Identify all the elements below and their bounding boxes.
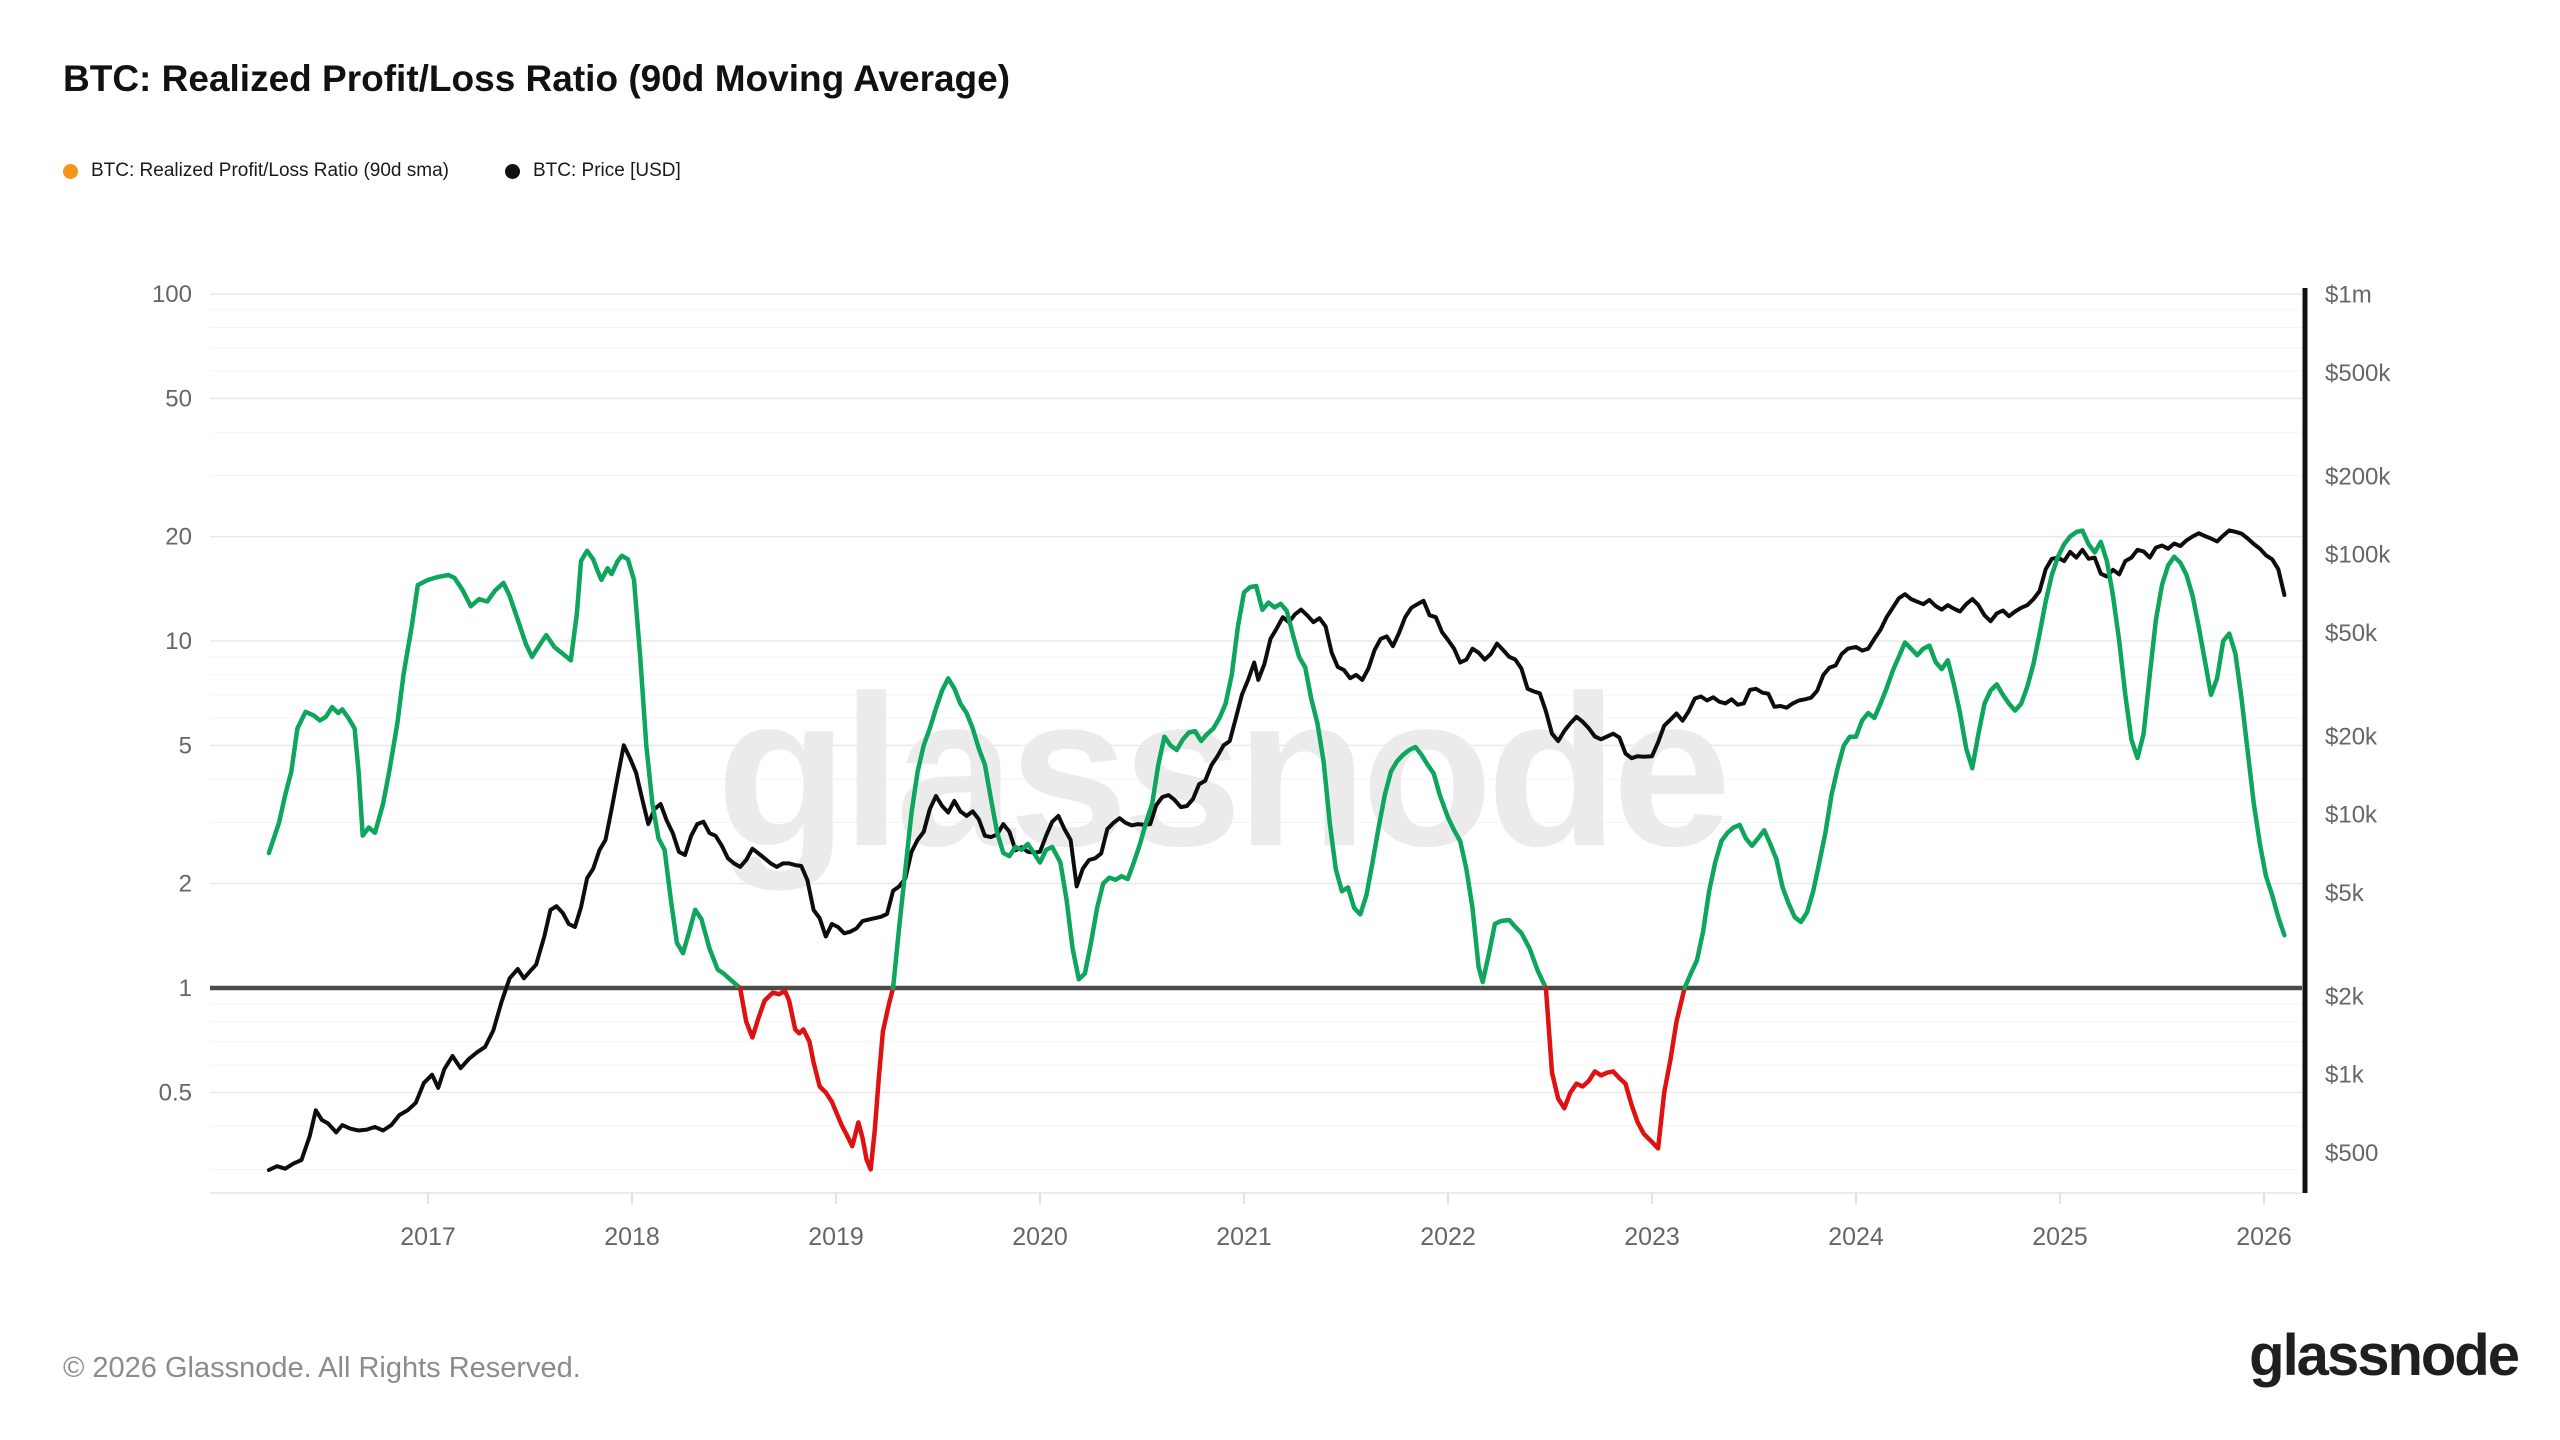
x-axis-year-label: 2021 xyxy=(1216,1223,1272,1251)
right-axis-tick-label: $100k xyxy=(2325,542,2391,569)
x-axis-year-label: 2024 xyxy=(1828,1223,1884,1251)
ratio-line-above-1 xyxy=(266,548,743,991)
right-axis-tick-label: $1k xyxy=(2325,1062,2365,1089)
right-axis-tick-label: $200k xyxy=(2325,463,2391,490)
price-line xyxy=(266,528,2287,1172)
right-axis-tick-label: $500k xyxy=(2325,360,2391,387)
left-axis-tick-label: 2 xyxy=(179,871,192,898)
price-legend-label: BTC: Price [USD] xyxy=(532,160,681,181)
right-axis-tick-label: $500 xyxy=(2325,1140,2378,1167)
right-axis-tick-label: $5k xyxy=(2325,880,2365,907)
right-axis-tick-label: $10k xyxy=(2325,802,2378,829)
ratio-line-above-1 xyxy=(890,583,1549,991)
chart-legend: BTC: Realized Profit/Loss Ratio (90d sma… xyxy=(63,160,737,182)
left-axis-tick-label: 50 xyxy=(165,385,192,412)
watermark-text: glassnode xyxy=(716,650,1725,891)
legend-item-price[interactable]: BTC: Price [USD] xyxy=(504,160,681,182)
x-axis-year-label: 2017 xyxy=(400,1223,456,1251)
ratio-line-below-1 xyxy=(1543,985,1687,1151)
ratio-legend-dot-icon xyxy=(63,163,78,179)
left-axis-tick-label: 1 xyxy=(179,975,192,1002)
x-axis-year-label: 2023 xyxy=(1624,1223,1680,1251)
legend-item-ratio[interactable]: BTC: Realized Profit/Loss Ratio (90d sma… xyxy=(63,160,449,182)
glassnode-logo[interactable]: glassnode xyxy=(2249,1323,2520,1388)
right-axis-tick-label: $20k xyxy=(2325,723,2378,750)
x-axis-year-label: 2025 xyxy=(2032,1223,2088,1251)
right-axis-tick-label: $2k xyxy=(2325,983,2365,1010)
left-axis-tick-label: 10 xyxy=(165,628,192,655)
left-axis-tick-label: 5 xyxy=(179,732,192,759)
copyright-text: © 2026 Glassnode. All Rights Reserved. xyxy=(63,1352,581,1384)
price-legend-dot-icon xyxy=(504,163,520,179)
left-axis-tick-label: 0.5 xyxy=(159,1079,192,1106)
x-axis-year-label: 2018 xyxy=(604,1223,660,1251)
x-axis-year-label: 2019 xyxy=(808,1223,864,1251)
left-axis-tick-label: 100 xyxy=(152,281,192,308)
ratio-line-above-1 xyxy=(1682,528,2287,991)
x-axis-year-label: 2020 xyxy=(1012,1223,1068,1251)
ratio-line-below-1 xyxy=(737,985,896,1172)
right-axis-tick-label: $1m xyxy=(2325,282,2372,309)
left-axis-tick-label: 20 xyxy=(165,524,192,551)
ratio-legend-label: BTC: Realized Profit/Loss Ratio (90d sma… xyxy=(91,160,449,181)
right-axis-tick-label: $50k xyxy=(2325,620,2378,647)
page-title: BTC: Realized Profit/Loss Ratio (90d Mov… xyxy=(63,58,1011,99)
x-axis-year-label: 2026 xyxy=(2236,1223,2292,1251)
x-axis-year-label: 2022 xyxy=(1420,1223,1476,1251)
